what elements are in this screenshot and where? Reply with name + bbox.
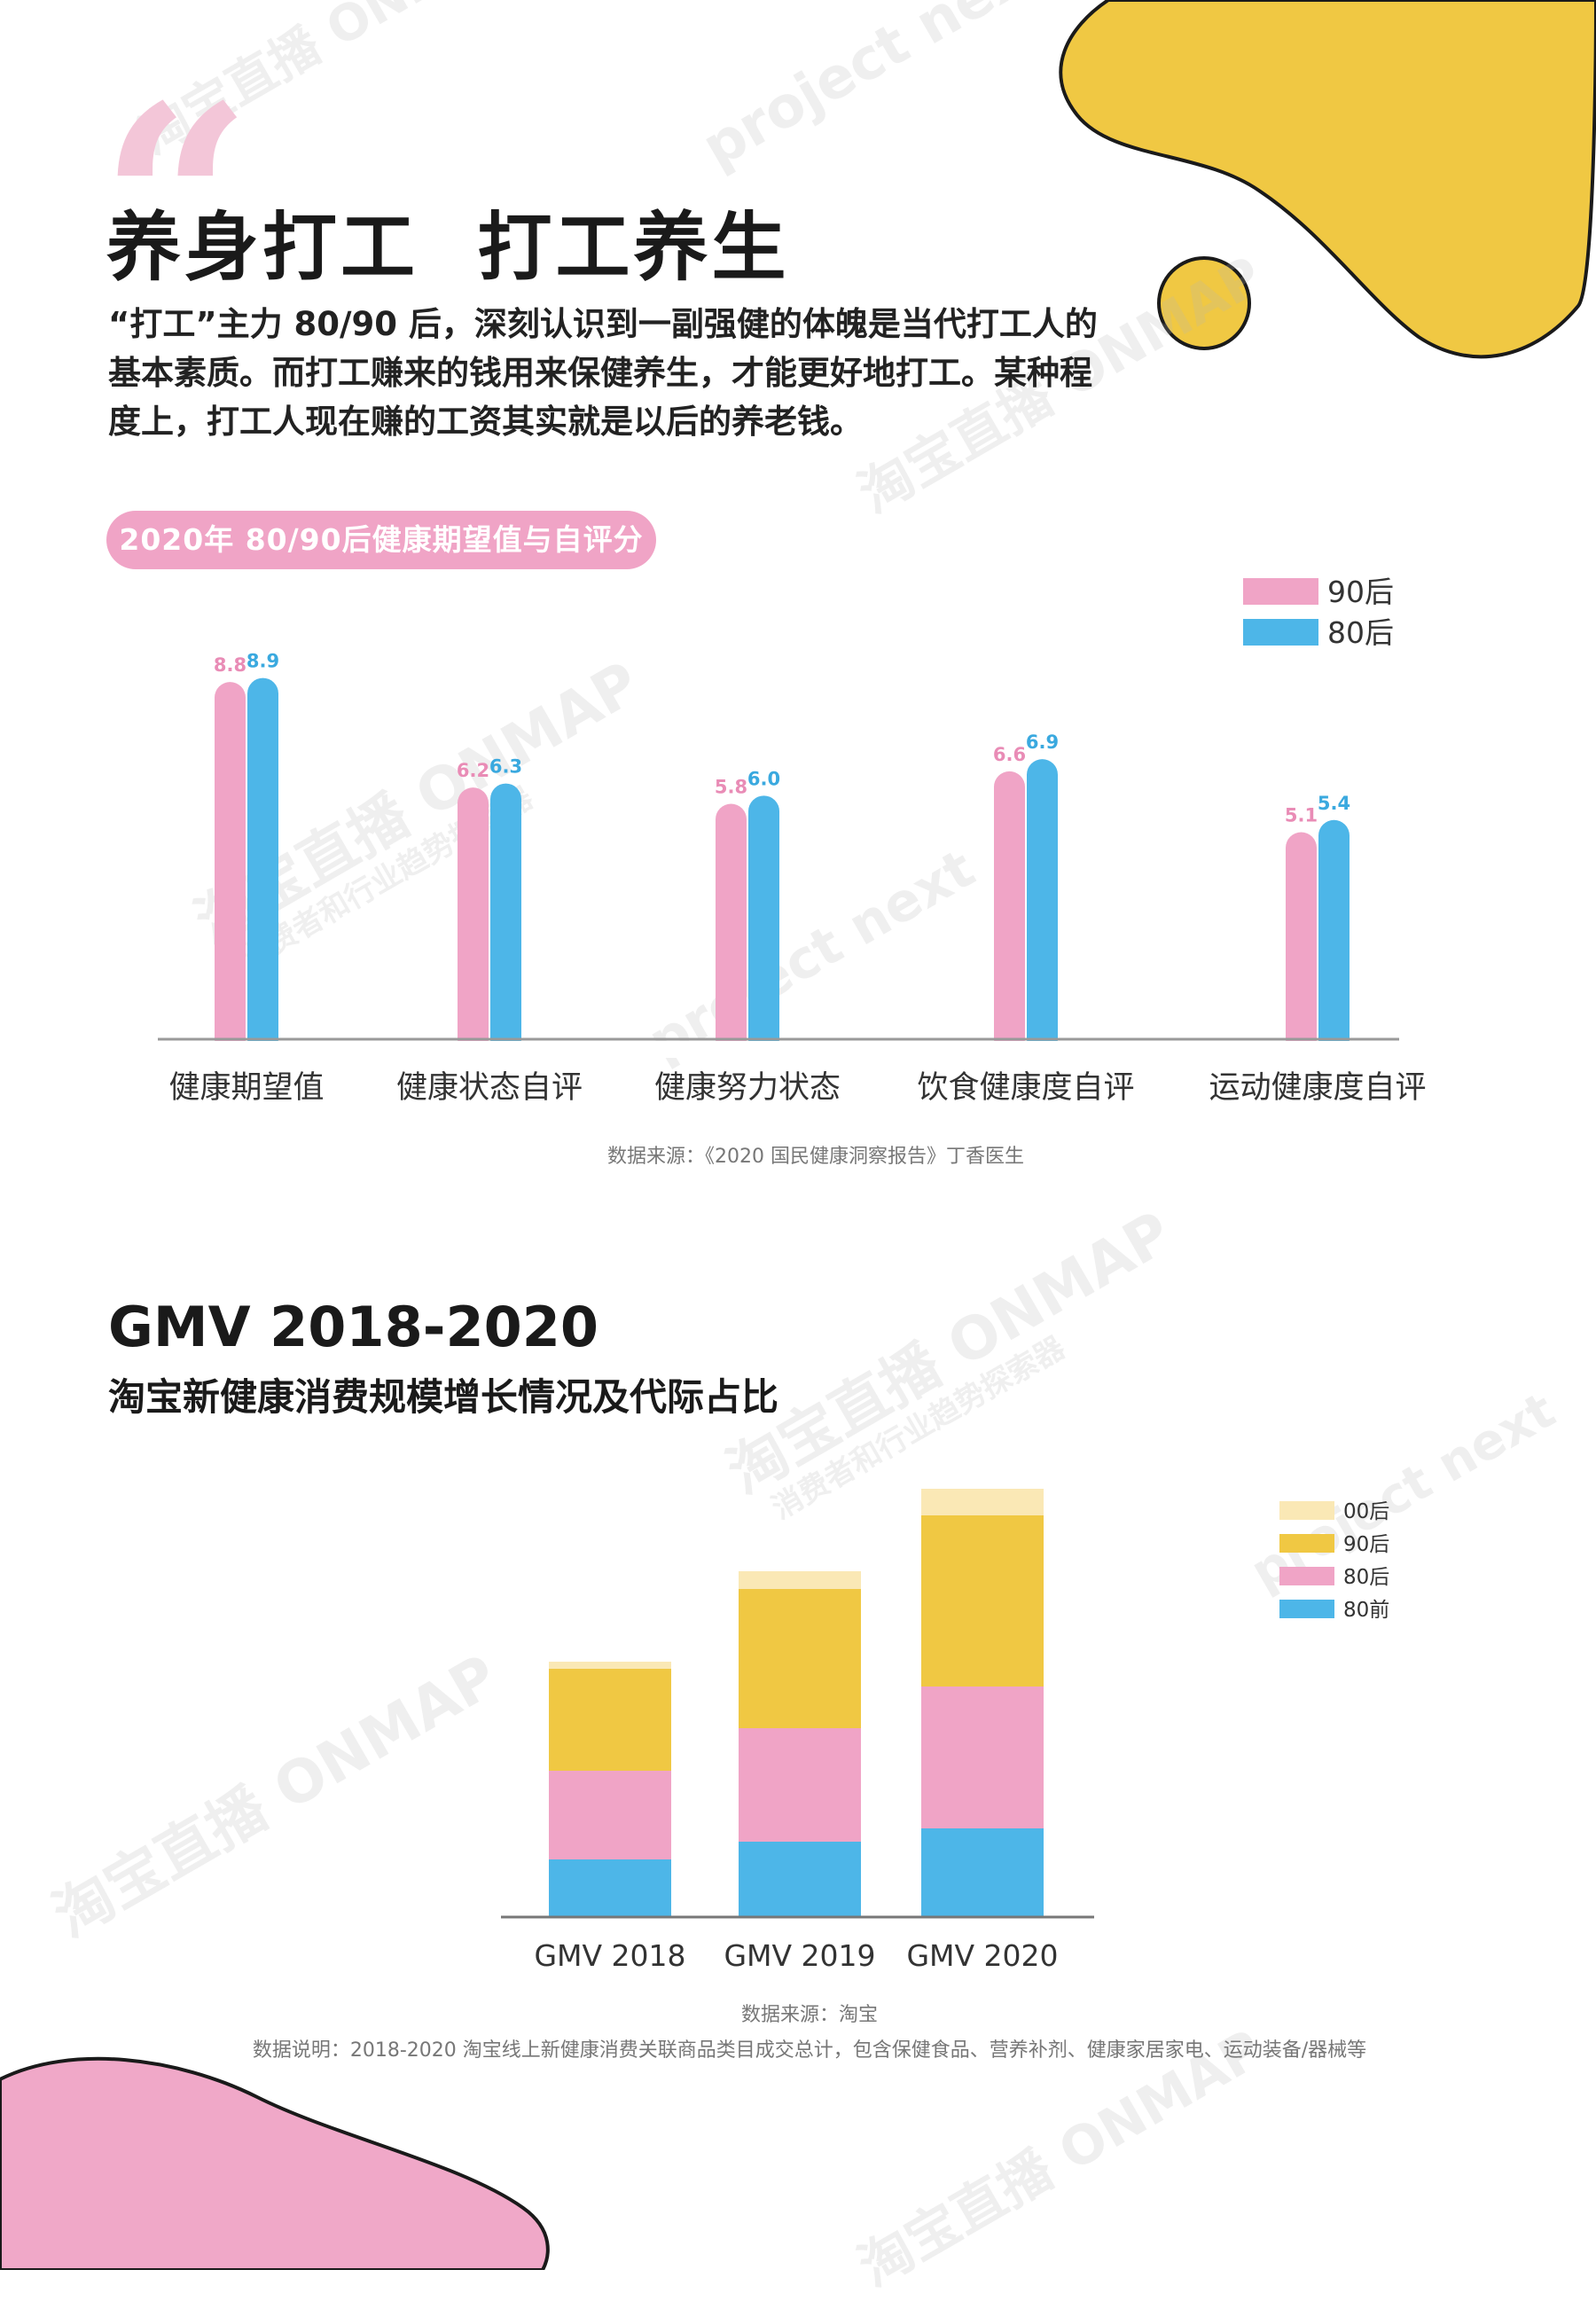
- stack-segment-90后: [739, 1589, 861, 1728]
- page-title: 养身打工 打工养生: [106, 204, 790, 291]
- stack-segment-90后: [921, 1515, 1044, 1687]
- gmv-title: GMV 2018-2020: [108, 1295, 599, 1359]
- legend-swatch: [1243, 619, 1318, 646]
- bar-80s-2: [748, 795, 779, 1055]
- legend-label: 80前: [1343, 1599, 1389, 1622]
- category-label: 饮食健康度自评: [917, 1070, 1134, 1106]
- legend-swatch: [1279, 1501, 1334, 1520]
- bar-value-label: 5.4: [1318, 793, 1350, 814]
- gmv-subtitle: 淘宝新健康消费规模增长情况及代际占比: [108, 1375, 779, 1419]
- legend-label: 80后: [1327, 615, 1394, 650]
- stack-segment-00后: [739, 1571, 861, 1589]
- stack-segment-80前: [549, 1859, 671, 1917]
- category-label: GMV 2020: [906, 1938, 1058, 1973]
- bar-80s-4: [1318, 819, 1350, 1055]
- bar-80s-3: [1027, 759, 1058, 1055]
- category-label: 健康期望值: [168, 1070, 324, 1106]
- bar-value-label: 5.8: [715, 776, 747, 797]
- bar-value-label: 5.1: [1285, 805, 1318, 826]
- bar-90s-3: [994, 771, 1025, 1055]
- stack-segment-90后: [549, 1669, 671, 1771]
- legend-swatch: [1279, 1534, 1334, 1553]
- category-label: 运动健康度自评: [1209, 1070, 1426, 1106]
- bar-90s-2: [716, 803, 747, 1055]
- category-label: GMV 2019: [724, 1938, 875, 1973]
- bar-80s-0: [247, 677, 278, 1055]
- bar-value-label: 6.9: [1026, 732, 1059, 753]
- legend-swatch: [1279, 1567, 1334, 1585]
- legend-label: 80后: [1343, 1566, 1389, 1589]
- stack-segment-00后: [921, 1489, 1044, 1515]
- legend-label: 90后: [1327, 575, 1394, 609]
- pink-blob: [0, 2056, 550, 2270]
- quote-mark: “: [99, 47, 253, 360]
- yellow-blob: [1059, 0, 1596, 359]
- bar-90s-4: [1286, 832, 1317, 1055]
- intro-paragraph: “打工”主力 80/90 后，深刻认识到一副强健的体魄是当代打工人的基本素质。而…: [108, 305, 1098, 441]
- chart2-note: 数据说明：2018-2020 淘宝线上新健康消费关联商品类目成交总计，包含保健食…: [252, 2039, 1367, 2062]
- category-label: 健康努力状态: [654, 1070, 841, 1106]
- bar-90s-1: [458, 787, 489, 1055]
- bar-value-label: 8.8: [214, 654, 246, 676]
- legend-swatch: [1279, 1600, 1334, 1618]
- yellow-circle: [1157, 256, 1251, 350]
- stack-segment-80前: [739, 1842, 861, 1917]
- chart2-source: 数据来源：淘宝: [740, 2004, 878, 2026]
- bar-value-label: 6.0: [747, 768, 780, 789]
- legend-swatch: [1243, 578, 1318, 605]
- baseline-mask: [158, 1041, 1399, 1058]
- bar-value-label: 8.9: [246, 651, 279, 672]
- category-label: 健康状态自评: [396, 1070, 583, 1106]
- stack-segment-80后: [549, 1771, 671, 1859]
- legend-label: 00后: [1343, 1500, 1389, 1523]
- bar-80s-1: [490, 783, 521, 1055]
- chart1-title-pill: 2020年 80/90后健康期望值与自评分: [106, 511, 656, 569]
- legend-label: 90后: [1343, 1533, 1389, 1556]
- stack-segment-00后: [549, 1662, 671, 1669]
- bar-90s-0: [215, 682, 246, 1055]
- bar-value-label: 6.2: [457, 760, 489, 781]
- chart1-source: 数据来源：《2020 国民健康洞察报告》丁香医生: [607, 1146, 1024, 1168]
- stack-segment-80后: [921, 1687, 1044, 1828]
- stack-segment-80后: [739, 1728, 861, 1842]
- stack-segment-80前: [921, 1828, 1044, 1917]
- bar-value-label: 6.6: [993, 744, 1026, 765]
- bar-value-label: 6.3: [489, 756, 522, 778]
- category-label: GMV 2018: [534, 1938, 685, 1973]
